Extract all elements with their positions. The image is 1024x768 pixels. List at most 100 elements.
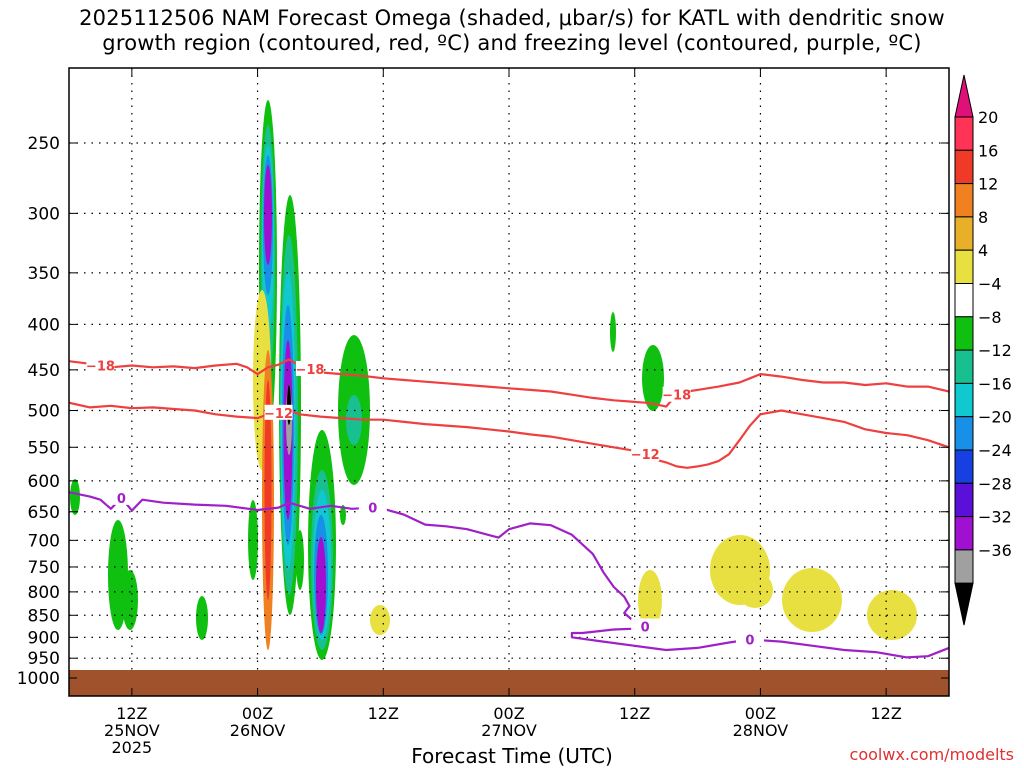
title-line-2: growth region (contoured, red, ºC) and f… xyxy=(102,31,922,55)
contour-label-bg xyxy=(735,631,764,647)
x-tick-label: 12Z xyxy=(368,704,399,723)
contour-label: −12 xyxy=(631,448,660,463)
contour-label-bg xyxy=(631,618,660,634)
omega-green-d xyxy=(196,596,208,640)
x-tick-label: 25NOV xyxy=(104,721,160,740)
x-tick-label: 12Z xyxy=(870,704,901,723)
contour-label: −18 xyxy=(295,363,324,378)
colorbar-bin-2 xyxy=(954,183,974,218)
omega-yellow-a xyxy=(370,605,390,635)
y-tick-label: 900 xyxy=(28,628,60,648)
contour-label-bg xyxy=(107,489,136,505)
colorbar-label: −8 xyxy=(978,308,1002,327)
colorbar-top-cap xyxy=(954,74,974,118)
colorbar-label: 8 xyxy=(978,208,988,227)
x-tick-label: 26NOV xyxy=(230,721,286,740)
contour-label-bg xyxy=(358,499,387,515)
y-tick-label: 600 xyxy=(28,472,60,492)
omega-green-i xyxy=(642,345,664,411)
colorbar-bin-0 xyxy=(954,116,974,151)
colorbar-label: 16 xyxy=(978,141,998,160)
contour-label: −18 xyxy=(86,360,115,375)
contour-label: 0 xyxy=(117,492,126,507)
x-tick-label: 27NOV xyxy=(481,721,537,740)
omega-purple-col1 xyxy=(264,165,272,265)
contour-label: −12 xyxy=(264,407,293,422)
x-tick-label: 00Z xyxy=(493,704,524,723)
x-tick-label: 00Z xyxy=(745,704,776,723)
x-tick-label: 12Z xyxy=(116,704,147,723)
contour-label-bg xyxy=(662,386,691,402)
colorbar-bin-1 xyxy=(954,149,974,185)
contour-1 xyxy=(69,401,949,469)
omega-shading xyxy=(70,100,917,660)
y-tick-label: 700 xyxy=(28,531,60,551)
contour-2 xyxy=(69,491,949,659)
colorbar-label: −32 xyxy=(978,508,1012,527)
contour-labels: −18 −18 −18 −12 −12 0 0 0 0 xyxy=(86,357,764,648)
y-tick-label: 750 xyxy=(28,558,60,578)
colorbar-bin-8 xyxy=(954,382,974,418)
omega-red-left xyxy=(264,380,272,600)
y-tick-label: 550 xyxy=(28,438,60,458)
x-axis-title: Forecast Time (UTC) xyxy=(411,744,613,768)
omega-yellow-e xyxy=(782,568,842,632)
omega-purple-col3 xyxy=(316,537,326,633)
colorbar-label: −24 xyxy=(978,441,1012,460)
colorbar-label: 4 xyxy=(978,241,988,260)
colorbar-bin-10 xyxy=(954,449,974,484)
y-tick-label: 350 xyxy=(28,264,60,284)
colorbar-bin-5 xyxy=(954,283,974,318)
colorbar-label: −28 xyxy=(978,474,1012,493)
contour-label-bg xyxy=(86,357,115,373)
contour-label: −18 xyxy=(662,389,691,404)
omega-green-h xyxy=(610,312,616,352)
colorbar-bin-13 xyxy=(954,549,974,584)
credit-text: coolwx.com/modelts xyxy=(849,745,1014,764)
colorbar-bottom-cap xyxy=(954,582,974,626)
omega-green-f xyxy=(248,500,258,580)
colorbar-bin-11 xyxy=(954,482,974,518)
colorbar-bin-12 xyxy=(954,516,974,551)
y-tick-label: 850 xyxy=(28,606,60,626)
y-tick-label: 400 xyxy=(28,315,60,335)
x-tick-label: 00Z xyxy=(242,704,273,723)
contour-label: 0 xyxy=(641,620,650,635)
omega-green-g xyxy=(296,530,304,590)
y-tick-label: 450 xyxy=(28,361,60,381)
contour-0 xyxy=(69,358,949,408)
omega-green-e xyxy=(70,479,80,515)
y-tick-label: 650 xyxy=(28,503,60,523)
y-tick-label: 1000 xyxy=(17,669,60,689)
colorbar-label: 20 xyxy=(978,108,998,127)
contour-label: 0 xyxy=(368,502,377,517)
contour-label-bg xyxy=(295,360,324,376)
omega-yellow-f xyxy=(867,590,917,640)
colorbar-bin-9 xyxy=(954,416,974,451)
colorbar-label: −20 xyxy=(978,408,1012,427)
y-tick-label: 950 xyxy=(28,649,60,669)
colorbar-bin-3 xyxy=(954,216,974,251)
x-tick-label: 12Z xyxy=(619,704,650,723)
y-tick-label: 800 xyxy=(28,583,60,603)
title-line-1: 2025112506 NAM Forecast Omega (shaded, μ… xyxy=(79,6,945,30)
colorbar-label: −16 xyxy=(978,374,1012,393)
contour-lines xyxy=(69,358,949,659)
omega-yellow-b xyxy=(638,570,662,630)
colorbar-label: −4 xyxy=(978,275,1002,294)
omega-green-c xyxy=(122,570,138,630)
omega-green-j xyxy=(340,505,346,525)
contour-label: 0 xyxy=(745,633,754,648)
x-tick-label: 2025 xyxy=(111,738,152,757)
chart-title: 2025112506 NAM Forecast Omega (shaded, μ… xyxy=(0,6,1024,56)
y-tick-label: 250 xyxy=(28,134,60,154)
contour-label-bg xyxy=(264,404,293,420)
contour-label-bg xyxy=(631,446,660,462)
colorbar-label: 12 xyxy=(978,175,998,194)
colorbar-label: −36 xyxy=(978,541,1012,560)
colorbar-bin-7 xyxy=(954,349,974,384)
y-axis: 2503003504004505005506006507007508008509… xyxy=(17,134,949,689)
y-tick-label: 300 xyxy=(28,204,60,224)
